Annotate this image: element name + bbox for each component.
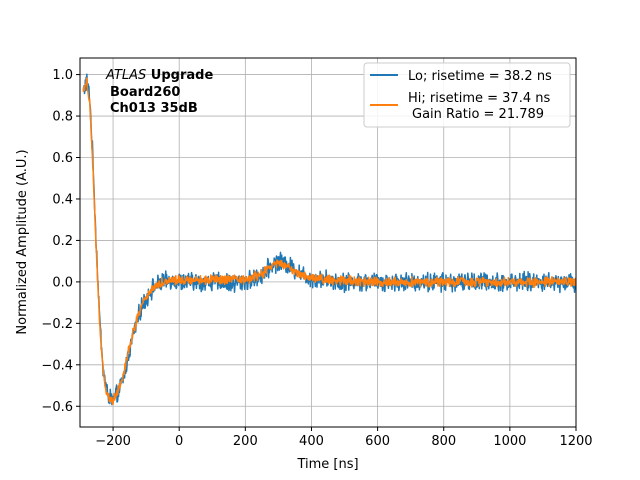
y-tick-label: 0.2 — [52, 234, 73, 249]
ticks: −200 0 200 400 600 800 1000 1200 −0.6 −0.4 −0.2 0.0… — [41, 68, 592, 449]
y-tick-label: 0.0 — [52, 275, 73, 290]
y-tick-label: −0.4 — [41, 358, 73, 373]
annotation-line-2: Board260 — [110, 85, 180, 100]
legend: Lo; risetime = 38.2 ns Hi; risetime = 37… — [363, 62, 571, 128]
y-tick-label: 0.8 — [52, 110, 73, 125]
axes-frame — [79, 57, 577, 428]
legend-label-hi: Hi; risetime = 37.4 ns — [408, 91, 550, 106]
legend-gain-ratio: Gain Ratio = 21.789 — [412, 107, 544, 122]
x-axis-label: Time [ns] — [296, 457, 358, 472]
x-tick-label: 400 — [299, 434, 324, 449]
annotation-upgrade: Upgrade — [146, 68, 213, 83]
x-tick-label: 800 — [431, 434, 456, 449]
annotation-line-3: Ch013 35dB — [110, 101, 198, 116]
x-tick-label: 1000 — [493, 434, 526, 449]
annotation: ATLAS Upgrade Board260 Ch013 35dB — [105, 68, 213, 116]
y-tick-label: 1.0 — [52, 68, 73, 83]
y-tick-label: 0.6 — [52, 151, 73, 166]
y-axis-label: Normalized Amplitude (A.U.) — [15, 149, 30, 334]
x-tick-label: 600 — [365, 434, 390, 449]
annotation-atlas: ATLAS — [105, 68, 146, 83]
x-tick-label: 200 — [233, 434, 258, 449]
legend-label-lo: Lo; risetime = 38.2 ns — [408, 69, 552, 84]
plot-area — [82, 73, 576, 406]
y-tick-label: 0.4 — [52, 192, 73, 207]
y-tick-label: −0.6 — [41, 400, 73, 415]
x-tick-label: 0 — [175, 434, 183, 449]
y-tick-label: −0.2 — [41, 317, 73, 332]
legend-box — [363, 62, 571, 128]
x-tick-label: 1200 — [559, 434, 592, 449]
x-tick-label: −200 — [95, 434, 131, 449]
annotation-line-1: ATLAS Upgrade — [105, 68, 213, 83]
series-line-hi — [82, 77, 576, 406]
